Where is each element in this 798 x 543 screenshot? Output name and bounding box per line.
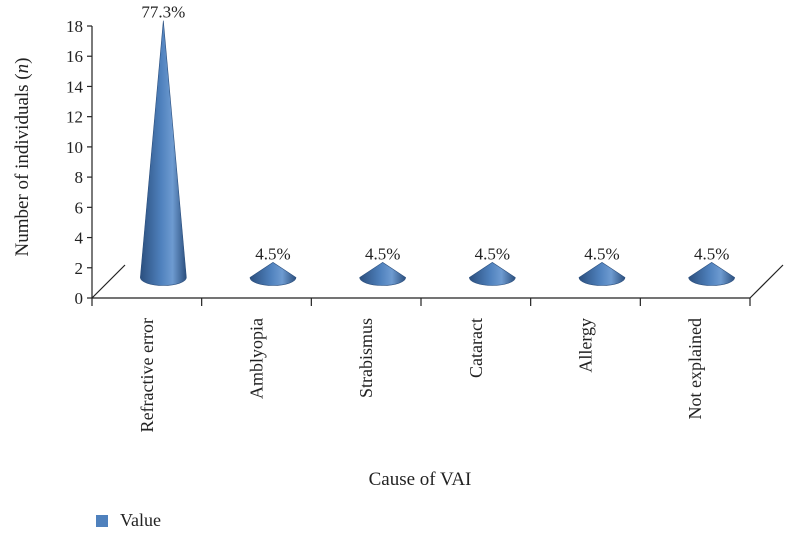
cone-bar-cataract xyxy=(469,262,516,286)
y-tick-label: 10 xyxy=(66,138,83,157)
y-tick-label: 0 xyxy=(75,289,84,308)
x-tick-label: Allergy xyxy=(576,318,596,373)
cone-series-value xyxy=(140,20,735,286)
x-tick-label: Not explained xyxy=(685,318,705,419)
cone-bar-strabismus xyxy=(359,262,406,286)
floor-right-edge xyxy=(749,264,784,299)
legend-label: Value xyxy=(120,510,161,530)
y-tick-label: 2 xyxy=(75,259,84,278)
x-tick-label: Strabismus xyxy=(356,318,376,398)
x-axis-title: Cause of VAI xyxy=(369,469,472,490)
cone-bar-refractive-error xyxy=(140,20,187,286)
data-label: 4.5% xyxy=(475,244,510,263)
legend: Value xyxy=(96,510,161,531)
data-label: 4.5% xyxy=(694,244,729,263)
y-axis-title: Number of individuals (n) xyxy=(12,58,33,257)
y-tick-label: 6 xyxy=(75,198,84,217)
y-tick-label: 18 xyxy=(66,17,83,36)
y-tick-label: 8 xyxy=(75,168,84,187)
cone-bar-allergy xyxy=(578,262,626,286)
x-tick-label: Refractive error xyxy=(137,318,157,432)
x-tick-label: Cataract xyxy=(466,318,486,378)
data-label: 4.5% xyxy=(584,244,619,263)
axes: 0 2 4 6 8 10 12 14 16 18 Refractive error Amblyopia… xyxy=(66,17,784,432)
floor-left-edge xyxy=(91,264,126,299)
data-label: 4.5% xyxy=(255,244,290,263)
x-tick-label: Amblyopia xyxy=(247,318,267,399)
cone-bar-not-explained xyxy=(688,262,735,286)
data-label: 4.5% xyxy=(365,244,400,263)
y-tick-label: 16 xyxy=(66,47,83,66)
y-tick-label: 4 xyxy=(75,229,84,248)
data-labels: 77.3% 4.5% 4.5% 4.5% 4.5% 4.5% xyxy=(141,3,729,264)
y-tick-label: 12 xyxy=(66,108,83,127)
y-tick-label: 14 xyxy=(66,77,84,96)
data-label: 77.3% xyxy=(141,3,185,22)
legend-swatch xyxy=(96,514,108,527)
cone-bar-amblyopia xyxy=(249,262,297,286)
